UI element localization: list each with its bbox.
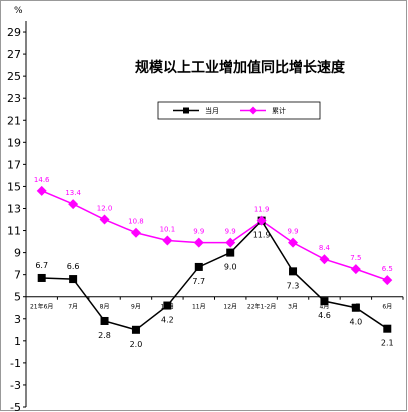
series-marker-1 (225, 237, 236, 248)
cumulative-data-label: 10.8 (128, 218, 144, 226)
monthly-data-label: 7.7 (192, 277, 205, 286)
y-tick-label: 19 (7, 136, 21, 149)
cumulative-data-label: 9.9 (193, 228, 204, 236)
series-marker-1 (130, 227, 141, 238)
x-tick-label: 9月 (131, 304, 141, 311)
cumulative-data-label: 12.0 (97, 205, 113, 213)
series-marker-1 (162, 235, 173, 246)
x-tick-label: 8月 (100, 304, 110, 311)
cumulative-data-label: 9.9 (225, 228, 236, 236)
y-tick-label: 25 (7, 70, 21, 83)
y-tick-label: -1 (10, 357, 21, 370)
series-marker-0 (131, 325, 140, 334)
y-tick-label: 23 (7, 92, 21, 105)
y-tick-label: 13 (7, 202, 21, 215)
cumulative-data-label: 14.6 (34, 176, 50, 184)
cumulative-data-label: 10.1 (160, 225, 176, 233)
series-marker-1 (319, 254, 330, 265)
y-tick-label: 21 (7, 114, 21, 127)
y-tick-label: 3 (14, 313, 21, 326)
y-tick-label: 29 (7, 26, 21, 39)
legend-label-monthly: 当月 (205, 106, 219, 115)
y-tick-label: 1 (14, 335, 21, 348)
x-tick-label: 22年1-2月 (247, 303, 276, 311)
y-tick-label: 5 (14, 291, 21, 304)
monthly-data-label: 6.7 (35, 261, 48, 270)
x-tick-label: 12月 (223, 304, 237, 311)
y-tick-label: 27 (7, 48, 21, 61)
series-marker-1 (350, 264, 361, 275)
series-marker-0 (320, 297, 329, 306)
series-marker-0 (37, 273, 46, 282)
series-marker-0 (163, 301, 172, 310)
series-marker-1 (36, 185, 47, 196)
series-marker-0 (226, 248, 235, 257)
legend-marker-cumulative (249, 106, 257, 115)
monthly-data-label: 6.6 (67, 262, 80, 271)
cumulative-data-label: 13.4 (65, 189, 81, 197)
x-tick-label: 4月 (320, 304, 330, 311)
series-marker-0 (194, 262, 203, 271)
x-tick-label: 3月 (288, 304, 298, 311)
monthly-data-label: 2.1 (381, 339, 394, 348)
series-line-0 (41, 219, 388, 331)
y-tick-label: 17 (7, 158, 21, 171)
monthly-data-label: 4.6 (318, 311, 331, 320)
legend: 当月 累计 (157, 101, 321, 120)
series-marker-1 (382, 275, 393, 286)
x-tick-label: 7月 (68, 304, 78, 311)
y-tick-label: 9 (14, 247, 21, 260)
monthly-data-label: 9.0 (224, 263, 237, 272)
y-tick-label: 15 (7, 180, 21, 193)
chart-title: 规模以上工业增加值同比增长速度 (135, 59, 346, 76)
series-marker-1 (193, 237, 204, 248)
cumulative-data-label: 8.4 (319, 244, 331, 252)
x-tick-label: 21年6月 (30, 303, 53, 311)
series-marker-1 (68, 199, 79, 210)
legend-box (157, 101, 321, 120)
series-marker-0 (100, 316, 109, 325)
y-axis-unit: % (14, 6, 23, 16)
legend-marker-monthly (183, 107, 189, 114)
y-tick-label: 11 (7, 225, 21, 238)
series-marker-0 (383, 324, 392, 333)
series-marker-0 (69, 275, 78, 284)
series-line-1 (41, 190, 388, 281)
x-tick-label: 11月 (192, 304, 206, 311)
y-tick-label: -3 (10, 379, 21, 392)
x-tick-label: 6月 (382, 304, 392, 311)
monthly-data-label: 4.0 (350, 318, 363, 327)
cumulative-data-label: 6.5 (382, 265, 393, 273)
monthly-data-label: 4.2 (161, 316, 174, 325)
series-marker-0 (351, 303, 360, 312)
series-marker-1 (256, 215, 267, 226)
monthly-data-label: 7.3 (287, 281, 300, 290)
monthly-data-label: 2.8 (98, 331, 111, 340)
series-marker-1 (99, 214, 110, 225)
cumulative-data-label: 9.9 (287, 228, 298, 236)
monthly-data-label: 11.9 (253, 231, 271, 240)
cumulative-data-label: 7.5 (350, 254, 361, 262)
legend-label-cumulative: 累计 (272, 106, 286, 115)
monthly-data-label: 2.0 (130, 340, 143, 349)
y-tick-label: -5 (10, 401, 21, 412)
cumulative-data-label: 11.9 (254, 206, 270, 214)
series-marker-1 (288, 237, 299, 248)
y-tick-label: 7 (14, 269, 21, 282)
series-marker-0 (289, 267, 298, 276)
